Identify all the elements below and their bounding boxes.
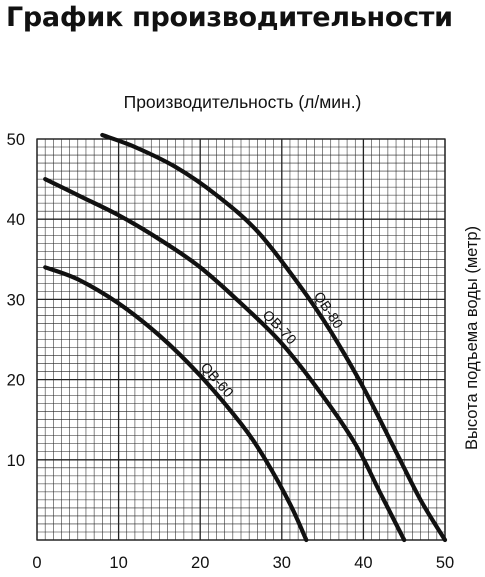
y-tick-label: 10 bbox=[7, 452, 25, 470]
axes bbox=[36, 138, 446, 541]
y-tick-label: 50 bbox=[7, 131, 25, 149]
y-axis-label: Высота подъема воды (метр) bbox=[463, 226, 481, 450]
x-tick-label: 10 bbox=[109, 554, 127, 572]
x-tick-label: 40 bbox=[354, 554, 372, 572]
tick-labels: 0 10 20 30 40 50 10 20 30 40 50 bbox=[7, 131, 455, 572]
x-tick-label: 0 bbox=[32, 554, 41, 572]
chart-title: График производительности bbox=[6, 2, 453, 33]
x-axis-label: Производительность (л/мин.) bbox=[123, 92, 362, 112]
series-line-qb-80 bbox=[100, 132, 448, 543]
y-tick-label: 30 bbox=[7, 291, 25, 309]
grid bbox=[36, 138, 446, 541]
y-tick-label: 20 bbox=[7, 372, 25, 390]
x-tick-label: 20 bbox=[191, 554, 209, 572]
series-line-qb-60 bbox=[43, 265, 309, 543]
series-line-qb-70 bbox=[43, 177, 407, 543]
x-tick-label: 50 bbox=[436, 554, 454, 572]
x-tick-label: 30 bbox=[273, 554, 291, 572]
y-tick-label: 40 bbox=[7, 211, 25, 229]
plot-frame bbox=[36, 138, 446, 541]
